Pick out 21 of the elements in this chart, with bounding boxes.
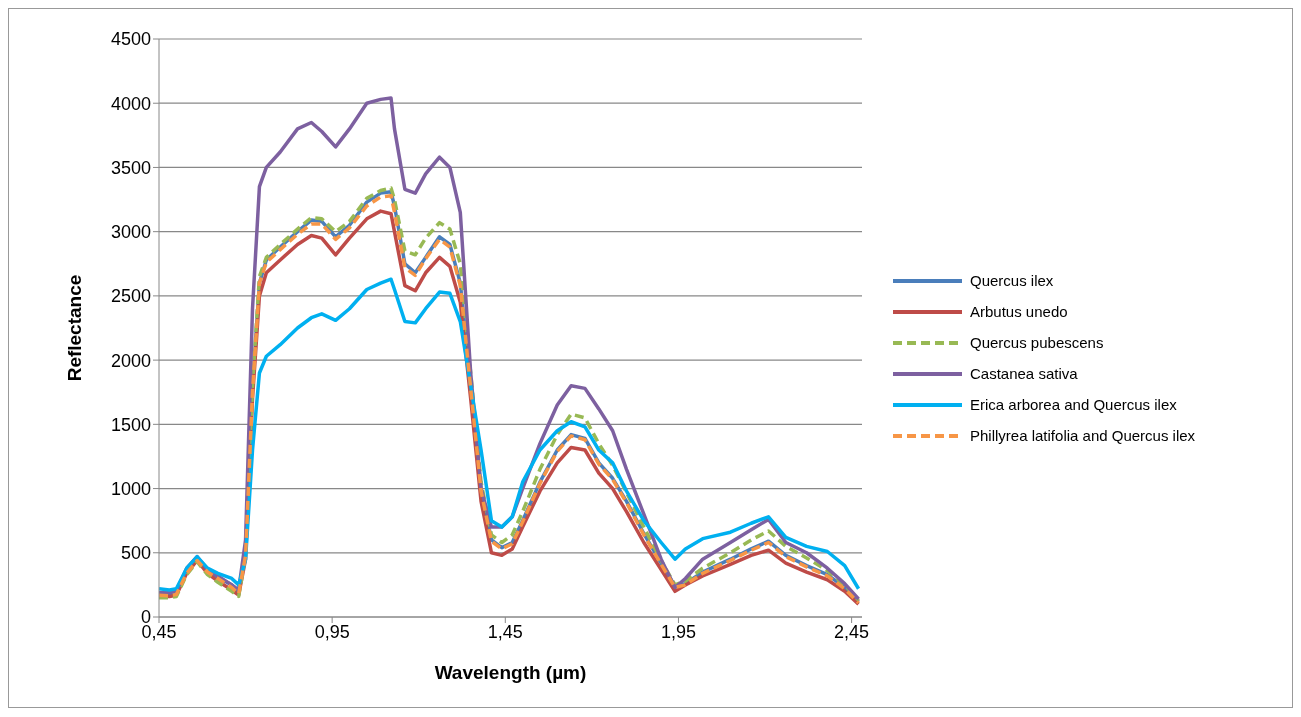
x-axis-title: Wavelength (µm) xyxy=(434,662,587,683)
y-tick-label: 4500 xyxy=(110,29,151,50)
legend-label: Phillyrea latifolia and Quercus ilex xyxy=(970,427,1196,444)
y-tick-label: 500 xyxy=(120,543,151,564)
legend-label: Erica arborea and Quercus ilex xyxy=(970,396,1177,413)
x-tick-label: 1,45 xyxy=(487,621,523,642)
y-tick-label: 1500 xyxy=(110,414,151,435)
y-axis-title: Reflectance xyxy=(63,274,85,382)
legend-label: Quercus ilex xyxy=(970,272,1054,289)
x-tick-label: 1,95 xyxy=(660,621,696,642)
x-tick-label: 0,95 xyxy=(314,621,350,642)
y-tick-label: 3500 xyxy=(110,157,151,178)
y-tick-label: 4000 xyxy=(110,93,151,114)
legend-label: Quercus pubescens xyxy=(970,334,1104,351)
y-tick-label: 2000 xyxy=(110,350,151,371)
legend-label: Arbutus unedo xyxy=(970,303,1068,320)
y-tick-label: 2500 xyxy=(110,286,151,307)
x-tick-label: 2,45 xyxy=(834,621,870,642)
y-tick-label: 1000 xyxy=(110,478,151,499)
y-tick-label: 3000 xyxy=(110,222,151,243)
legend-label: Castanea sativa xyxy=(970,365,1078,382)
